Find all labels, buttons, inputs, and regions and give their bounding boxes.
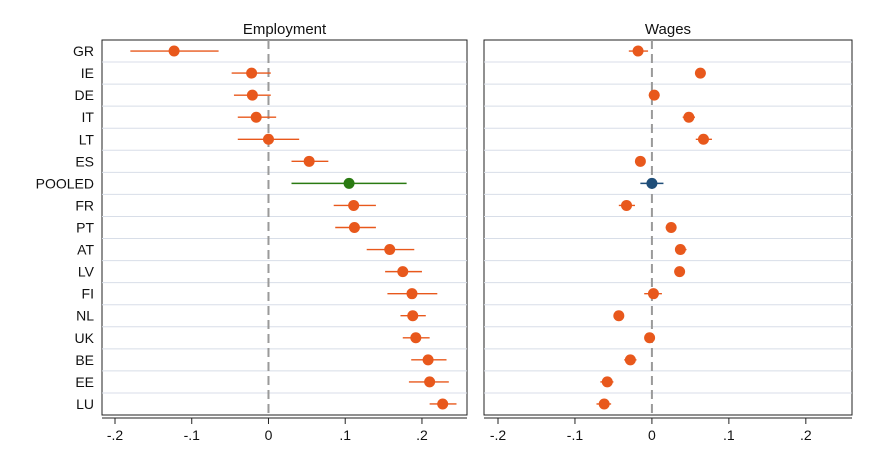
point-pooled bbox=[343, 177, 355, 189]
category-label-pt: PT bbox=[76, 220, 94, 236]
point-fi bbox=[647, 288, 659, 300]
point-at bbox=[384, 244, 396, 256]
employment-panel: Employment -.2 -.1 0 .1 .2 bbox=[101, 21, 468, 443]
x-tick-label: .1 bbox=[723, 427, 735, 443]
category-label-es: ES bbox=[75, 153, 94, 169]
x-tick-label: 0 bbox=[648, 427, 656, 443]
category-labels: GR IE DE IT LT ES POOLED FR PT AT LV FI NL UK BE EE LU bbox=[36, 43, 95, 412]
point-it bbox=[250, 111, 262, 123]
point-be bbox=[422, 354, 434, 366]
point-lv bbox=[674, 266, 686, 278]
point-uk bbox=[644, 332, 656, 344]
point-lv bbox=[397, 266, 409, 278]
point-fr bbox=[621, 199, 633, 211]
point-it bbox=[683, 111, 695, 123]
panel-title-wages: Wages bbox=[645, 21, 691, 38]
point-at bbox=[674, 244, 686, 256]
point-lu bbox=[437, 398, 449, 410]
wages-panel: Wages -.2 -.1 0 .1 .2 bbox=[483, 21, 853, 443]
point-fi bbox=[406, 288, 418, 300]
x-tick-label: -.2 bbox=[490, 427, 507, 443]
x-tick-label: 0 bbox=[265, 427, 273, 443]
point-nl bbox=[613, 310, 625, 322]
x-tick-label: .2 bbox=[416, 427, 428, 443]
point-lt bbox=[262, 133, 274, 145]
category-label-uk: UK bbox=[75, 330, 95, 346]
point-pt bbox=[665, 222, 677, 233]
category-label-lt: LT bbox=[79, 131, 95, 147]
category-label-at: AT bbox=[77, 242, 94, 258]
category-label-nl: NL bbox=[76, 308, 94, 324]
point-ie bbox=[694, 67, 706, 79]
category-label-lv: LV bbox=[78, 264, 95, 280]
x-tick-label: .2 bbox=[800, 427, 812, 443]
category-label-de: DE bbox=[75, 87, 94, 103]
point-es bbox=[303, 155, 315, 167]
point-lu bbox=[598, 398, 610, 410]
point-gr bbox=[168, 45, 180, 57]
category-label-ee: EE bbox=[75, 374, 94, 390]
point-de bbox=[648, 89, 660, 101]
x-tick-label: -.2 bbox=[107, 427, 124, 443]
panel-title-employment: Employment bbox=[243, 21, 327, 38]
point-gr bbox=[632, 45, 644, 57]
category-label-ie: IE bbox=[81, 65, 94, 81]
point-be bbox=[624, 354, 636, 366]
point-de bbox=[246, 89, 258, 101]
x-tick-label: -.1 bbox=[567, 427, 584, 443]
point-pooled bbox=[646, 177, 658, 189]
category-label-it: IT bbox=[82, 109, 95, 125]
x-tick-label: .1 bbox=[339, 427, 351, 443]
x-tick-label: -.1 bbox=[184, 427, 201, 443]
category-label-gr: GR bbox=[73, 43, 94, 59]
point-fr bbox=[348, 199, 360, 211]
category-label-pooled: POOLED bbox=[36, 175, 94, 191]
point-es bbox=[634, 155, 646, 167]
category-label-fi: FI bbox=[82, 286, 94, 302]
point-pt bbox=[348, 222, 360, 233]
point-lt bbox=[697, 133, 709, 145]
point-uk bbox=[410, 332, 422, 344]
point-ee bbox=[601, 376, 613, 388]
category-label-fr: FR bbox=[75, 197, 94, 213]
point-ee bbox=[424, 376, 436, 388]
point-ie bbox=[246, 67, 258, 79]
point-nl bbox=[407, 310, 419, 322]
plot-frame bbox=[101, 39, 468, 416]
category-label-lu: LU bbox=[76, 396, 94, 412]
category-label-be: BE bbox=[75, 352, 94, 368]
